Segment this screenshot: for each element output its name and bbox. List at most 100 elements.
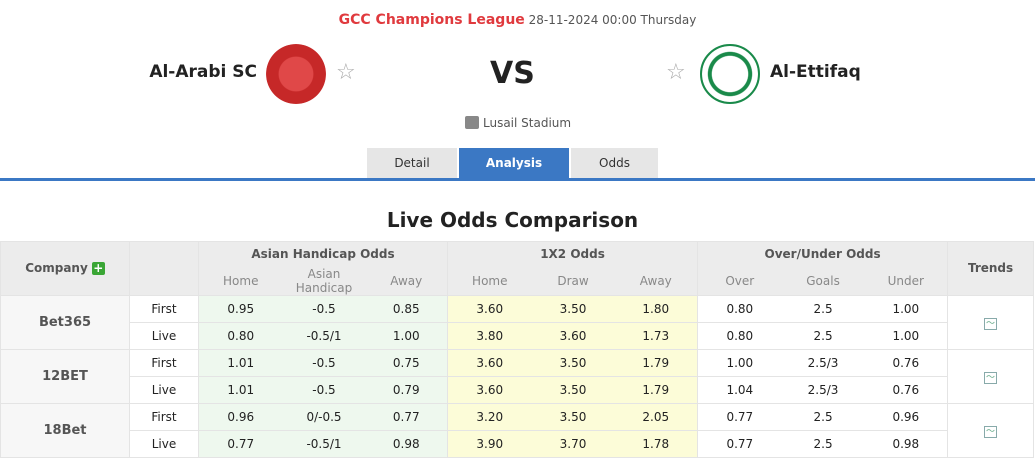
odds-cell: 0.80	[198, 321, 283, 350]
odds-cell: 3.70	[531, 429, 615, 458]
tab-underline	[0, 178, 1035, 181]
venue: Lusail Stadium	[465, 116, 571, 130]
odds-cell: 3.80	[447, 321, 532, 350]
odds-cell: -0.5	[282, 348, 366, 377]
odds-cell: 2.5	[781, 321, 865, 350]
odds-cell: 1.01	[198, 375, 283, 404]
odds-cell: 1.00	[864, 321, 948, 350]
odds-type: First	[129, 348, 199, 377]
odds-cell: 2.5	[781, 294, 865, 323]
odds-cell: 1.04	[697, 375, 782, 404]
home-favorite-star-icon[interactable]: ☆	[336, 60, 356, 85]
trend-chart-icon[interactable]: 〜	[984, 371, 998, 384]
odds-cell: 0.96	[198, 402, 283, 431]
away-team-logo	[700, 44, 760, 104]
company-header: Company +	[0, 241, 130, 295]
trends-cell: 〜	[947, 402, 1035, 458]
odds-type: Live	[129, 321, 199, 350]
1x2-header: 1X2 Odds	[447, 241, 699, 267]
odds-table: Company + Asian Handicap Odds 1X2 Odds Ov…	[0, 241, 1035, 458]
odds-cell: 0.80	[697, 294, 782, 323]
odds-cell: 3.50	[531, 375, 615, 404]
subheader-away: Away	[365, 266, 448, 296]
company-name[interactable]: 12BET	[0, 348, 130, 404]
section-title: Live Odds Comparison	[386, 208, 639, 232]
subheader-over: Over	[697, 266, 782, 296]
home-team-name[interactable]: Al-Arabi SC	[149, 62, 257, 82]
odds-cell: 1.01	[198, 348, 283, 377]
table-row: 12BET First 1.01 -0.5 0.75 3.60 3.50 1.79 1.00 2.…	[0, 348, 1035, 404]
odds-cell: 0.85	[365, 294, 448, 323]
odds-type: Live	[129, 375, 199, 404]
subheader-goals: Goals	[781, 266, 865, 296]
tab-odds[interactable]: Odds	[571, 148, 658, 179]
trend-chart-icon[interactable]: 〜	[984, 317, 998, 330]
subheader-draw: Draw	[531, 266, 615, 296]
odds-cell: 3.90	[447, 429, 532, 458]
odds-cell: 0.95	[198, 294, 283, 323]
away-favorite-star-icon[interactable]: ☆	[666, 60, 686, 85]
company-header-label: Company	[25, 261, 88, 276]
over-under-header: Over/Under Odds	[697, 241, 949, 267]
add-company-icon[interactable]: +	[91, 261, 105, 276]
tab-detail[interactable]: Detail	[367, 148, 457, 179]
match-header: GCC Champions League 28-11-2024 00:00 Th…	[0, 12, 1035, 28]
subheader-asian-handicap: Asian Handicap	[282, 266, 366, 296]
league-name[interactable]: GCC Champions League	[338, 12, 525, 28]
odds-cell: 1.73	[614, 321, 698, 350]
odds-cell: 3.60	[447, 294, 532, 323]
subheader-home: Home	[198, 266, 283, 296]
table-row: Live 0.77 -0.5/1 0.98 3.90 3.70 1.78 0.77 2.5 0.9…	[1, 429, 1034, 458]
tab-analysis[interactable]: Analysis	[459, 148, 569, 179]
odds-cell: 0.77	[365, 402, 448, 431]
odds-cell: 0.76	[864, 375, 948, 404]
odds-cell: 0.98	[365, 429, 448, 458]
odds-cell: -0.5/1	[282, 321, 366, 350]
odds-cell: 3.50	[531, 402, 615, 431]
odds-cell: 0.76	[864, 348, 948, 377]
table-row: Bet365 First 0.95 -0.5 0.85 3.60 3.50 1.80 0.80 2…	[0, 294, 1035, 350]
odds-cell: 0.98	[864, 429, 948, 458]
odds-cell: 0.77	[697, 402, 782, 431]
odds-cell: 1.79	[614, 375, 698, 404]
odds-cell: 0.77	[697, 429, 782, 458]
odds-cell: 0.75	[365, 348, 448, 377]
table-row: 18Bet First 0.96 0/-0.5 0.77 3.20 3.50 2.05 0.77…	[0, 402, 1035, 458]
odds-cell: 1.79	[614, 348, 698, 377]
odds-cell: 0.96	[864, 402, 948, 431]
table-row: Live 0.80 -0.5/1 1.00 3.80 3.60 1.73 0.80 2.5 1.0…	[1, 321, 1034, 350]
away-team-name[interactable]: Al-Ettifaq	[770, 62, 861, 82]
subheader-away: Away	[614, 266, 698, 296]
odds-cell: 3.60	[447, 375, 532, 404]
asian-handicap-header: Asian Handicap Odds	[197, 241, 449, 267]
odds-cell: 0.79	[365, 375, 448, 404]
vs-label: VS	[490, 56, 535, 91]
company-name[interactable]: Bet365	[0, 294, 130, 350]
match-datetime: 28-11-2024 00:00 Thursday	[528, 13, 697, 27]
home-team-logo	[266, 44, 326, 104]
odds-cell: 1.00	[864, 294, 948, 323]
odds-type: First	[129, 402, 199, 431]
odds-cell: 1.00	[365, 321, 448, 350]
trends-cell: 〜	[947, 348, 1035, 404]
odds-cell: 1.78	[614, 429, 698, 458]
subheader-home: Home	[447, 266, 532, 296]
odds-cell: 1.80	[614, 294, 698, 323]
odds-cell: 0/-0.5	[282, 402, 366, 431]
odds-type: First	[129, 294, 199, 323]
odds-cell: 3.60	[447, 348, 532, 377]
tab-bar: Detail Analysis Odds	[367, 148, 660, 179]
trend-chart-icon[interactable]: 〜	[984, 425, 998, 438]
venue-name: Lusail Stadium	[483, 116, 572, 130]
odds-cell: 3.50	[531, 348, 615, 377]
odds-cell: 0.80	[697, 321, 782, 350]
odds-cell: 0.77	[198, 429, 283, 458]
odds-cell: 3.50	[531, 294, 615, 323]
odds-cell: 2.5/3	[781, 348, 865, 377]
odds-cell: -0.5/1	[282, 429, 366, 458]
odds-cell: 2.05	[614, 402, 698, 431]
odds-cell: 3.60	[531, 321, 615, 350]
odds-cell: 2.5	[781, 402, 865, 431]
company-name[interactable]: 18Bet	[0, 402, 130, 458]
subheader-under: Under	[864, 266, 948, 296]
